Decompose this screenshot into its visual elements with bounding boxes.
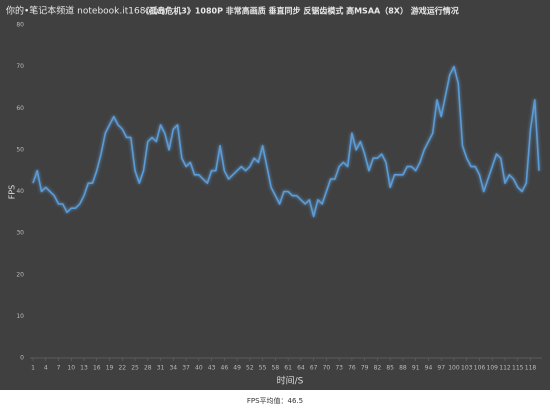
x-tick-label: 43 (208, 365, 216, 372)
x-tick-label: 61 (284, 365, 292, 372)
x-tick-label: 1 (31, 365, 35, 372)
x-tick-label: 52 (246, 365, 254, 372)
x-tick-label: 58 (272, 365, 280, 372)
x-tick-label: 64 (297, 365, 305, 372)
y-tick-label: 80 (16, 22, 24, 29)
x-tick-label: 37 (182, 365, 190, 372)
x-tick-label: 85 (386, 365, 394, 372)
x-tick-label: 79 (361, 365, 369, 372)
x-tick-label: 109 (487, 365, 499, 372)
x-tick-label: 4 (44, 365, 48, 372)
x-tick-label: 88 (399, 365, 407, 372)
x-tick-label: 55 (259, 365, 267, 372)
x-tick-label: 94 (425, 365, 433, 372)
x-tick-label: 67 (310, 365, 318, 372)
x-tick-label: 115 (512, 365, 524, 372)
x-tick-label: 49 (233, 365, 241, 372)
y-tick-label: 60 (16, 105, 24, 112)
x-tick-label: 13 (80, 365, 88, 372)
x-tick-label: 25 (131, 365, 139, 372)
watermark: 你的•笔记本频道 notebook.it168.com (6, 5, 168, 17)
x-tick-label: 100 (448, 365, 460, 372)
y-tick-label: 50 (16, 146, 24, 153)
x-tick-label: 34 (169, 365, 177, 372)
x-tick-label: 82 (374, 365, 382, 372)
x-tick-label: 70 (323, 365, 331, 372)
chart-title: 《孤岛危机3》1080P 非常高画质 垂直同步 反锯齿模式 高MSAA（8X） … (141, 6, 458, 16)
y-tick-label: 20 (16, 271, 24, 278)
y-tick-label: 30 (16, 230, 24, 237)
x-tick-label: 91 (412, 365, 420, 372)
x-tick-label: 103 (461, 365, 473, 372)
x-tick-label: 76 (348, 365, 356, 372)
x-tick-label: 19 (106, 365, 114, 372)
x-tick-label: 40 (195, 365, 203, 372)
y-tick-label: 70 (16, 63, 24, 70)
x-tick-label: 22 (118, 365, 126, 372)
x-tick-label: 31 (157, 365, 165, 372)
y-tick-label: 0 (20, 355, 24, 362)
x-tick-label: 73 (335, 365, 343, 372)
x-tick-label: 112 (499, 365, 511, 372)
x-tick-label: 16 (93, 365, 101, 372)
y-axis-label: FPS (8, 185, 17, 200)
x-tick-label: 46 (221, 365, 229, 372)
x-tick-label: 10 (67, 365, 75, 372)
x-tick-label: 118 (525, 365, 537, 372)
footer-average: FPS平均值：46.5 (247, 396, 303, 405)
x-tick-label: 106 (474, 365, 486, 372)
x-tick-label: 97 (437, 365, 445, 372)
y-tick-label: 10 (16, 313, 24, 320)
y-tick-label: 40 (16, 188, 24, 195)
x-axis-label: 时间/S (277, 375, 304, 387)
data-line (32, 65, 540, 218)
x-tick-label: 28 (144, 365, 152, 372)
x-tick-label: 7 (57, 365, 61, 372)
